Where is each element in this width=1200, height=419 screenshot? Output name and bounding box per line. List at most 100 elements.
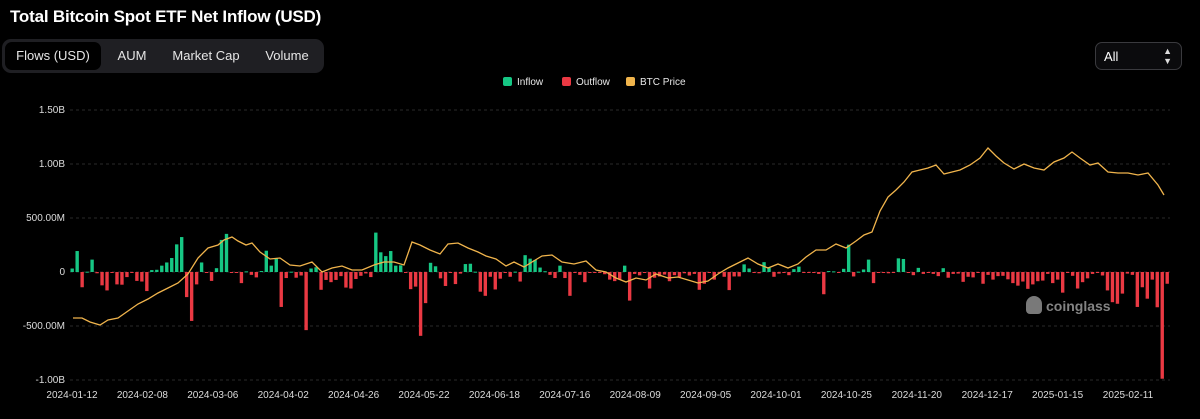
inflow-bar[interactable]	[374, 232, 378, 272]
outflow-bar[interactable]	[1160, 272, 1164, 379]
outflow-bar[interactable]	[697, 272, 702, 290]
outflow-bar[interactable]	[1155, 272, 1159, 308]
outflow-bar[interactable]	[886, 272, 891, 274]
legend-inflow[interactable]: Inflow	[503, 77, 543, 88]
outflow-bar[interactable]	[722, 272, 726, 277]
outflow-bar[interactable]	[209, 272, 214, 281]
inflow-bar[interactable]	[384, 256, 388, 272]
outflow-bar[interactable]	[1031, 272, 1035, 285]
inflow-bar[interactable]	[165, 262, 169, 272]
outflow-bar[interactable]	[443, 272, 448, 286]
outflow-bar[interactable]	[364, 272, 368, 274]
outflow-bar[interactable]	[921, 272, 926, 274]
outflow-bar[interactable]	[548, 272, 552, 275]
outflow-bar[interactable]	[787, 272, 791, 276]
outflow-bar[interactable]	[493, 272, 497, 290]
outflow-bar[interactable]	[1145, 272, 1149, 299]
inflow-bar[interactable]	[180, 237, 184, 272]
tab-market-cap[interactable]: Market Cap	[172, 48, 240, 63]
outflow-bar[interactable]	[1125, 272, 1130, 274]
outflow-bar[interactable]	[294, 272, 298, 278]
outflow-bar[interactable]	[986, 272, 990, 275]
outflow-bar[interactable]	[642, 272, 647, 273]
inflow-bar[interactable]	[941, 268, 945, 272]
outflow-bar[interactable]	[448, 272, 453, 273]
outflow-bar[interactable]	[80, 272, 84, 288]
outflow-bar[interactable]	[961, 272, 965, 282]
inflow-bar[interactable]	[622, 265, 627, 272]
outflow-bar[interactable]	[598, 272, 602, 273]
outflow-bar[interactable]	[1090, 272, 1095, 274]
inflow-bar[interactable]	[767, 267, 771, 272]
outflow-bar[interactable]	[349, 272, 353, 289]
inflow-bar[interactable]	[856, 271, 861, 273]
inflow-bar[interactable]	[175, 244, 179, 272]
inflow-bar[interactable]	[428, 262, 433, 272]
outflow-bar[interactable]	[339, 272, 343, 277]
inflow-bar[interactable]	[199, 262, 204, 272]
outflow-bar[interactable]	[135, 272, 139, 281]
outflow-bar[interactable]	[1105, 272, 1110, 291]
outflow-bar[interactable]	[503, 272, 507, 273]
outflow-bar[interactable]	[812, 272, 816, 273]
outflow-bar[interactable]	[737, 272, 741, 277]
outflow-bar[interactable]	[1100, 272, 1105, 276]
outflow-bar[interactable]	[996, 272, 1000, 277]
outflow-bar[interactable]	[956, 272, 960, 274]
outflow-bar[interactable]	[418, 272, 423, 336]
inflow-bar[interactable]	[901, 258, 906, 272]
inflow-bar[interactable]	[916, 267, 921, 272]
outflow-bar[interactable]	[906, 272, 911, 273]
outflow-bar[interactable]	[583, 272, 587, 283]
outflow-bar[interactable]	[677, 272, 682, 278]
inflow-bar[interactable]	[314, 267, 318, 272]
outflow-bar[interactable]	[911, 272, 916, 276]
inflow-bar[interactable]	[742, 264, 746, 272]
legend-outflow[interactable]: Outflow	[562, 77, 610, 88]
outflow-bar[interactable]	[1041, 272, 1045, 281]
outflow-bar[interactable]	[1130, 272, 1135, 275]
outflow-bar[interactable]	[782, 272, 786, 273]
legend-btc-price[interactable]: BTC Price	[626, 77, 686, 88]
outflow-bar[interactable]	[1085, 272, 1090, 279]
inflow-bar[interactable]	[463, 264, 468, 272]
outflow-bar[interactable]	[234, 272, 239, 273]
outflow-bar[interactable]	[573, 272, 577, 273]
outflow-bar[interactable]	[822, 272, 826, 295]
tab-aum[interactable]: AUM	[117, 48, 147, 63]
outflow-bar[interactable]	[707, 272, 711, 273]
inflow-bar[interactable]	[90, 259, 94, 272]
outflow-bar[interactable]	[637, 272, 642, 276]
outflow-bar[interactable]	[971, 272, 975, 278]
inflow-bar[interactable]	[558, 265, 562, 272]
outflow-bar[interactable]	[1115, 272, 1120, 304]
outflow-bar[interactable]	[115, 272, 119, 285]
outflow-bar[interactable]	[1016, 272, 1020, 286]
outflow-bar[interactable]	[1011, 272, 1015, 284]
outflow-bar[interactable]	[319, 272, 323, 290]
outflow-bar[interactable]	[413, 272, 418, 287]
outflow-bar[interactable]	[1065, 272, 1070, 273]
inflow-bar[interactable]	[832, 271, 836, 273]
outflow-bar[interactable]	[667, 272, 672, 282]
outflow-bar[interactable]	[966, 272, 970, 277]
outflow-bar[interactable]	[568, 272, 572, 296]
inflow-bar[interactable]	[433, 266, 438, 272]
outflow-bar[interactable]	[438, 272, 443, 279]
inflow-bar[interactable]	[155, 269, 159, 272]
outflow-bar[interactable]	[1120, 272, 1125, 294]
inflow-bar[interactable]	[394, 265, 398, 272]
outflow-bar[interactable]	[777, 272, 781, 274]
outflow-bar[interactable]	[732, 272, 736, 277]
outflow-bar[interactable]	[1150, 272, 1154, 280]
inflow-bar[interactable]	[543, 271, 547, 273]
outflow-bar[interactable]	[483, 272, 487, 296]
outflow-bar[interactable]	[518, 272, 522, 282]
inflow-bar[interactable]	[219, 239, 224, 272]
outflow-bar[interactable]	[682, 272, 687, 274]
outflow-bar[interactable]	[423, 272, 428, 304]
outflow-bar[interactable]	[881, 272, 886, 273]
inflow-bar[interactable]	[896, 258, 901, 272]
outflow-bar[interactable]	[184, 272, 189, 298]
outflow-bar[interactable]	[662, 272, 667, 275]
